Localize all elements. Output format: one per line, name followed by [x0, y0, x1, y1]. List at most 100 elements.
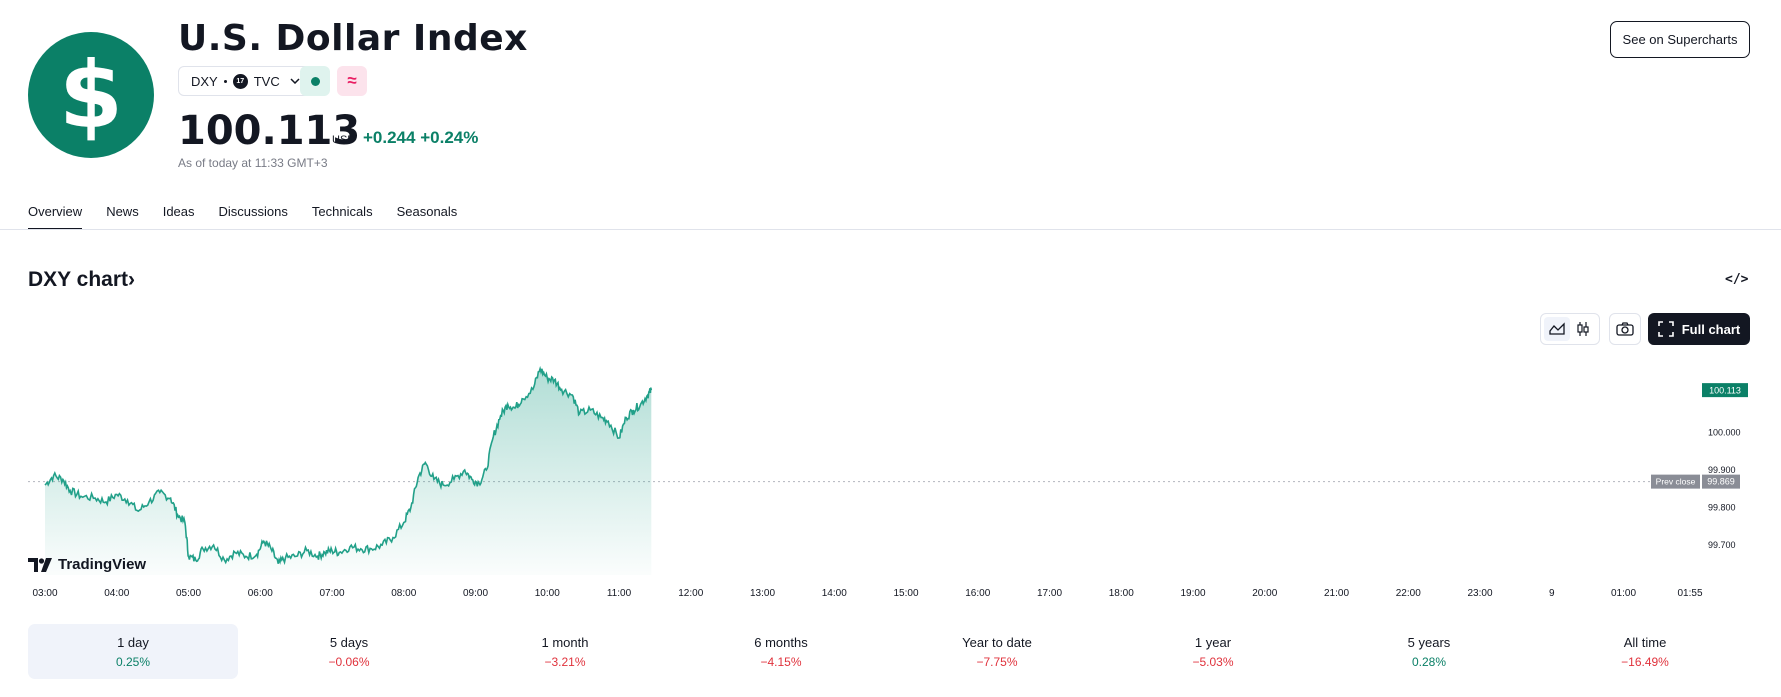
period-1-month[interactable]: 1 month −3.21%	[460, 624, 670, 679]
wave-status-button[interactable]: ≈	[337, 66, 367, 96]
period-change-value: −4.15%	[760, 654, 802, 669]
period-label: 1 month	[541, 634, 589, 650]
logo-symbol: $	[58, 41, 123, 149]
period-change-value: 0.28%	[1411, 654, 1447, 669]
symbol-exchange-selector[interactable]: DXY 17 TVC	[178, 66, 313, 96]
area-chart-icon	[1549, 322, 1565, 335]
page-title: U.S. Dollar Index	[178, 18, 528, 59]
period-label: 1 day	[117, 634, 149, 650]
period-5-days[interactable]: 5 days −0.06%	[244, 624, 454, 679]
prev-close-value: 99.869	[1707, 477, 1735, 487]
x-tick-label: 07:00	[319, 588, 344, 599]
x-tick-label: 01:00	[1611, 588, 1636, 599]
period-label: 1 year	[1194, 634, 1232, 650]
prev-close-tag	[1651, 474, 1700, 489]
chevron-down-icon	[290, 76, 300, 87]
chart-type-switcher	[1540, 313, 1600, 345]
x-tick-label: 14:00	[822, 588, 847, 599]
last-price: 100.113	[178, 108, 361, 154]
price-line	[44, 365, 653, 566]
change-absolute: +0.244	[363, 128, 416, 147]
market-open-status-button[interactable]	[300, 66, 330, 96]
tab-news[interactable]: News	[106, 204, 139, 219]
period-all-time[interactable]: All time −16.49%	[1540, 624, 1750, 679]
prev-close-label: Prev close	[1656, 477, 1696, 487]
wave-icon: ≈	[347, 71, 357, 90]
period-change-value: −0.06%	[328, 654, 370, 669]
tab-bar: Overview News Ideas Discussions Technica…	[28, 204, 457, 230]
x-tick-label: 17:00	[1037, 588, 1062, 599]
tradingview-watermark: TradingView	[28, 556, 146, 573]
x-tick-label: 03:00	[32, 588, 57, 599]
chart-title-text: DXY chart	[28, 268, 128, 291]
candle-chart-button[interactable]	[1570, 317, 1596, 341]
period-change-value: −3.21%	[544, 654, 586, 669]
last-price-tag	[1702, 383, 1748, 398]
tradingview-badge-icon: 17	[232, 73, 248, 89]
tab-technicals[interactable]: Technicals	[311, 204, 373, 219]
full-chart-label: Full chart	[1681, 321, 1741, 337]
chevron-right-icon: ›	[128, 268, 135, 291]
x-tick-label: 16:00	[965, 588, 990, 599]
snapshot-button[interactable]	[1609, 313, 1641, 345]
area-chart-button[interactable]	[1544, 317, 1570, 341]
see-on-supercharts-button[interactable]: See on Supercharts	[1610, 21, 1750, 58]
x-tick-label: 18:00	[1109, 588, 1134, 599]
x-tick-label: 05:00	[176, 588, 201, 599]
x-tick-label: 11:00	[607, 588, 632, 599]
x-tick-label: 04:00	[104, 588, 129, 599]
currency-label: USD	[332, 134, 356, 146]
period-year-to-date[interactable]: Year to date −7.75%	[892, 624, 1102, 679]
period-1-day[interactable]: 1 day 0.25%	[28, 624, 238, 679]
period-change-value: −5.03%	[1192, 654, 1234, 669]
x-tick-label: 23:00	[1467, 588, 1492, 599]
period-1-year[interactable]: 1 year −5.03%	[1108, 624, 1318, 679]
candlestick-icon	[1577, 322, 1589, 336]
y-tick-label: 99.700	[1708, 540, 1736, 550]
embed-code-icon[interactable]: </>	[1725, 272, 1749, 287]
x-tick-label: 13:00	[750, 588, 775, 599]
camera-icon	[1616, 322, 1634, 336]
y-tick-label: 99.800	[1708, 503, 1736, 513]
x-tick-label: 15:00	[893, 588, 918, 599]
x-tick-label: 06:00	[248, 588, 273, 599]
y-tick-label: 99.900	[1708, 465, 1736, 475]
price-area-fill	[45, 368, 652, 575]
full-chart-button[interactable]: Full chart	[1648, 313, 1750, 345]
period-5-years[interactable]: 5 years 0.28%	[1324, 624, 1534, 679]
period-label: 5 days	[329, 634, 369, 650]
price-change: +0.244 +0.24%	[363, 128, 478, 148]
market-open-dot-icon	[310, 76, 320, 86]
tab-seasonals[interactable]: Seasonals	[396, 204, 458, 219]
x-tick-label: 01:55	[1677, 588, 1702, 599]
price-chart[interactable]: 03:00 04:00 05:00 06:00 07:00 08:00 09:00 10:00…	[0, 350, 1781, 610]
x-tick-label: 19:00	[1180, 588, 1205, 599]
tab-overview[interactable]: Overview	[28, 204, 83, 230]
period-change-value: −7.75%	[976, 654, 1018, 669]
tabs-divider	[0, 229, 1781, 230]
tradingview-wordmark: TradingView	[58, 556, 147, 573]
tab-ideas[interactable]: Ideas	[162, 204, 195, 219]
x-tick-label: 09:00	[463, 588, 488, 599]
last-price-label: 100.113	[1709, 386, 1741, 396]
y-tick-label: 100.000	[1708, 428, 1741, 438]
period-6-months[interactable]: 6 months −4.15%	[676, 624, 886, 679]
x-tick-label: 21:00	[1324, 588, 1349, 599]
tab-discussions[interactable]: Discussions	[218, 204, 288, 219]
fullscreen-icon	[1657, 321, 1674, 337]
separator-dot	[223, 79, 227, 83]
prev-close-value-tag	[1702, 474, 1740, 489]
x-tick-label: 9	[1549, 588, 1555, 599]
dollar-logo-icon: $	[28, 32, 154, 158]
as-of-timestamp: As of today at 11:33 GMT+3	[178, 156, 328, 170]
x-tick-label: 10:00	[535, 588, 560, 599]
symbol-label: DXY	[191, 73, 218, 89]
period-change-value: −16.49%	[1621, 654, 1669, 669]
period-label: 5 years	[1407, 634, 1451, 650]
period-label: Year to date	[962, 634, 1032, 650]
chart-title-link[interactable]: DXY chart›	[28, 268, 135, 292]
x-tick-label: 12:00	[678, 588, 703, 599]
change-percent: +0.24%	[420, 128, 479, 147]
period-label: All time	[1623, 634, 1667, 650]
x-tick-label: 08:00	[391, 588, 416, 599]
